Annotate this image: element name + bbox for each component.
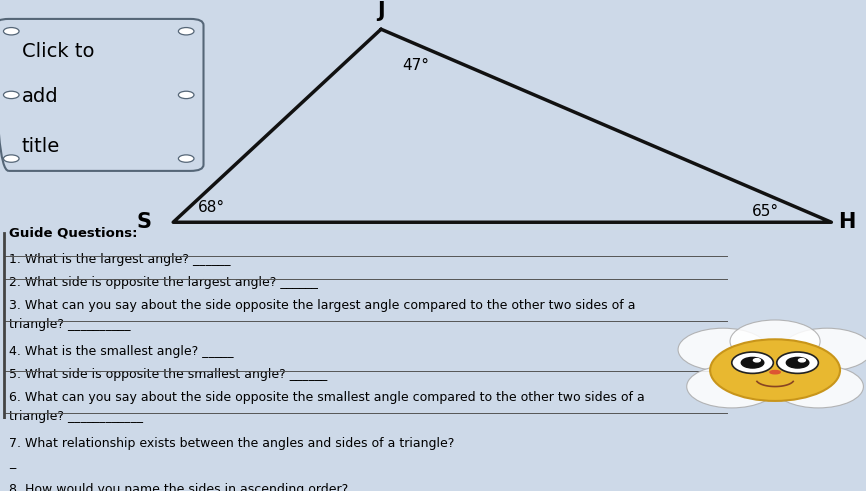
- Circle shape: [798, 358, 805, 362]
- Circle shape: [3, 155, 19, 162]
- Circle shape: [741, 357, 764, 368]
- Circle shape: [3, 91, 19, 99]
- Text: Guide Questions:: Guide Questions:: [9, 226, 137, 239]
- Text: S: S: [137, 212, 152, 232]
- Circle shape: [178, 155, 194, 162]
- Circle shape: [786, 357, 809, 368]
- Circle shape: [178, 91, 194, 99]
- Text: H: H: [838, 212, 856, 232]
- Ellipse shape: [732, 352, 773, 373]
- Text: 2. What side is opposite the largest angle? ______: 2. What side is opposite the largest ang…: [9, 276, 318, 289]
- Text: title: title: [22, 137, 60, 156]
- Text: triangle? ____________: triangle? ____________: [9, 410, 143, 423]
- Ellipse shape: [777, 352, 818, 373]
- Circle shape: [3, 27, 19, 35]
- Text: 4. What is the smallest angle? _____: 4. What is the smallest angle? _____: [9, 345, 233, 358]
- Text: 1. What is the largest angle? ______: 1. What is the largest angle? ______: [9, 253, 230, 266]
- Circle shape: [773, 365, 863, 408]
- Circle shape: [753, 358, 760, 362]
- Circle shape: [782, 328, 866, 371]
- Text: J: J: [378, 1, 385, 21]
- Ellipse shape: [770, 371, 780, 374]
- Text: 7. What relationship exists between the angles and sides of a triangle?: 7. What relationship exists between the …: [9, 437, 454, 450]
- Circle shape: [710, 339, 840, 401]
- Text: 5. What side is opposite the smallest angle? ______: 5. What side is opposite the smallest an…: [9, 368, 326, 381]
- Text: 47°: 47°: [403, 58, 430, 73]
- Text: 3. What can you say about the side opposite the largest angle compared to the ot: 3. What can you say about the side oppos…: [9, 299, 635, 312]
- Text: add: add: [22, 87, 58, 107]
- Circle shape: [678, 328, 768, 371]
- Text: Click to: Click to: [22, 42, 94, 61]
- Text: triangle? __________: triangle? __________: [9, 318, 130, 331]
- Text: 65°: 65°: [753, 204, 779, 219]
- Text: 68°: 68°: [197, 200, 224, 216]
- Circle shape: [178, 27, 194, 35]
- Circle shape: [730, 320, 820, 363]
- Text: 8. How would you name the sides in ascending order?_: 8. How would you name the sides in ascen…: [9, 483, 354, 491]
- Text: _: _: [9, 456, 15, 469]
- Circle shape: [687, 365, 777, 408]
- Text: 6. What can you say about the side opposite the smallest angle compared to the o: 6. What can you say about the side oppos…: [9, 391, 644, 404]
